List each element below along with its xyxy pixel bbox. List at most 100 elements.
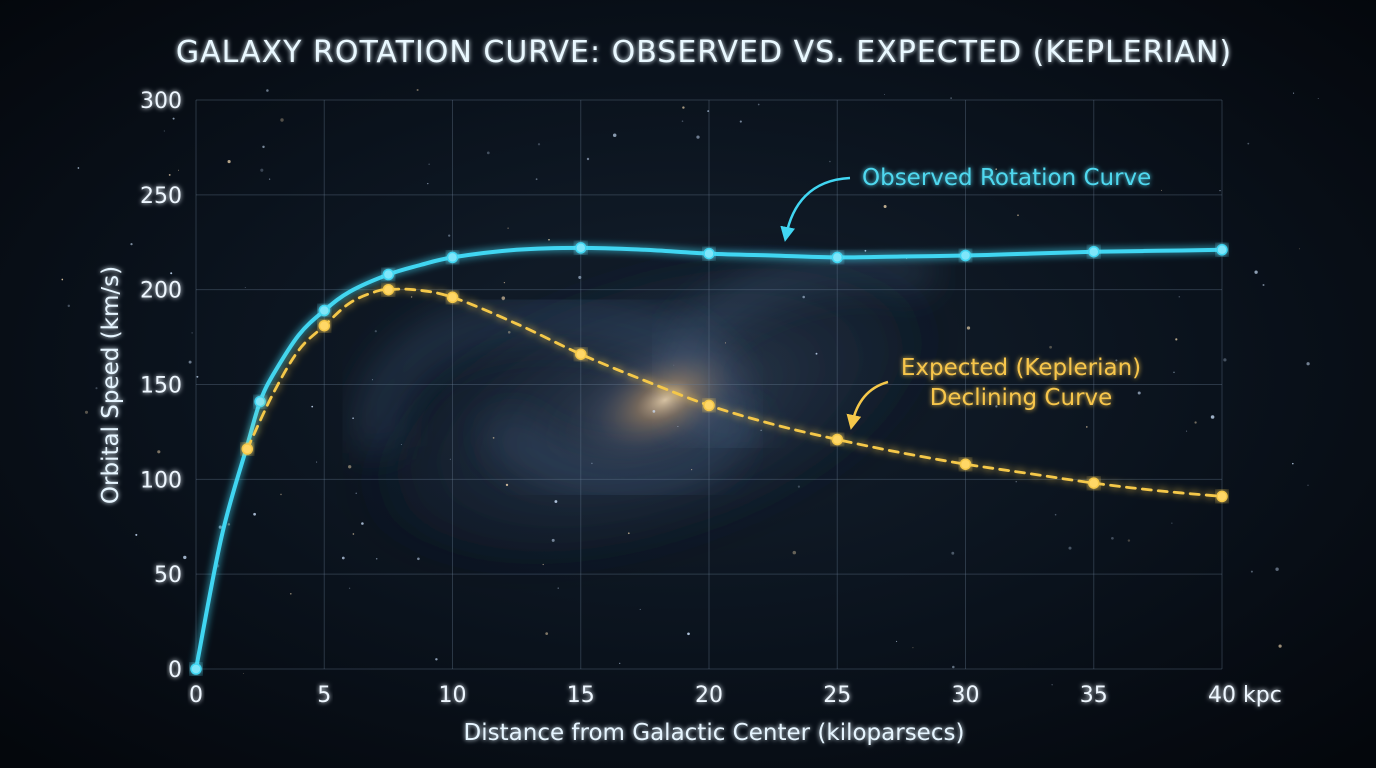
star: [952, 665, 955, 669]
star: [815, 352, 818, 355]
star: [503, 281, 506, 284]
star: [548, 238, 550, 241]
star: [289, 592, 292, 595]
star: [130, 243, 133, 246]
star: [1250, 570, 1253, 573]
star: [757, 103, 760, 106]
star: [348, 587, 351, 589]
star: [168, 173, 171, 176]
observed-series: [190, 242, 1228, 675]
star: [375, 558, 378, 560]
star: [1127, 539, 1131, 542]
star: [1068, 546, 1072, 550]
y-axis-label: Orbital Speed (km/s): [98, 266, 124, 504]
star: [361, 522, 364, 525]
star: [177, 169, 179, 171]
star: [262, 145, 265, 149]
star: [1262, 283, 1265, 287]
star: [1247, 142, 1250, 145]
star: [163, 130, 166, 132]
star: [1051, 684, 1053, 686]
star: [591, 462, 593, 465]
star: [374, 330, 377, 333]
star: [492, 437, 495, 439]
observed-arrow: [780, 176, 851, 242]
star: [507, 227, 509, 230]
star: [578, 275, 582, 279]
star: [950, 97, 952, 99]
star: [501, 296, 506, 300]
star: [1278, 644, 1282, 648]
star: [1054, 513, 1057, 516]
star: [1111, 536, 1114, 540]
expected-point: [703, 399, 715, 412]
star: [311, 405, 314, 408]
star: [677, 425, 679, 428]
expected-point: [1088, 477, 1100, 489]
galaxy-background-image: [61, 88, 1319, 686]
star: [244, 286, 246, 289]
star: [341, 556, 345, 560]
star: [227, 160, 231, 164]
star: [417, 557, 420, 561]
star: [1115, 359, 1118, 362]
chart-title: GALAXY ROTATION CURVE: OBSERVED VS. EXPE…: [176, 35, 1232, 70]
star: [77, 167, 80, 169]
star: [1049, 345, 1052, 349]
expected-series: [241, 283, 1228, 503]
expected-point: [382, 283, 395, 296]
star: [619, 662, 621, 665]
x-tick-label: 15: [567, 683, 595, 708]
observed-annotation: Observed Rotation Curve: [780, 165, 1151, 242]
star: [1171, 522, 1173, 524]
star: [829, 160, 831, 163]
star: [84, 410, 89, 414]
star: [486, 151, 490, 155]
observed-point: [703, 247, 715, 260]
observed-point: [831, 251, 844, 264]
star: [724, 342, 727, 344]
star: [557, 587, 559, 589]
star: [352, 533, 355, 535]
expected-annotation: Expected (Keplerian) Declining Curve: [846, 355, 1141, 430]
star: [348, 465, 352, 469]
star: [95, 387, 98, 390]
star: [545, 632, 549, 635]
star: [428, 163, 430, 165]
star: [612, 133, 617, 138]
star: [1137, 391, 1141, 395]
star: [1161, 189, 1162, 191]
star: [183, 555, 187, 560]
observed-point: [959, 249, 972, 262]
y-tick-label: 300: [140, 89, 182, 114]
star: [1175, 338, 1178, 341]
star: [355, 492, 357, 494]
star: [912, 646, 914, 649]
star: [67, 304, 71, 308]
star: [1254, 270, 1258, 274]
star: [896, 640, 898, 642]
tick-labels: 0 5 10 15 20 25 30 35 40 kpc 0 50 100 150 200 250 300: [140, 89, 1282, 708]
observed-point: [190, 663, 202, 675]
star: [1178, 295, 1181, 298]
x-tick-label: 5: [317, 683, 331, 708]
star: [260, 168, 264, 172]
expected-point: [318, 319, 331, 332]
expected-label-line-1: Expected (Keplerian): [901, 355, 1141, 381]
star: [316, 461, 318, 463]
star: [687, 632, 690, 636]
star: [627, 532, 630, 535]
observed-point: [1216, 244, 1228, 256]
x-tick-label: 40 kpc: [1208, 683, 1282, 708]
star: [280, 493, 282, 496]
star: [507, 330, 511, 334]
star: [691, 469, 693, 471]
star: [242, 672, 245, 675]
x-tick-label: 25: [823, 683, 851, 708]
y-tick-label: 200: [140, 279, 182, 304]
y-tick-label: 100: [140, 468, 182, 493]
star: [188, 360, 192, 364]
star: [995, 168, 997, 170]
